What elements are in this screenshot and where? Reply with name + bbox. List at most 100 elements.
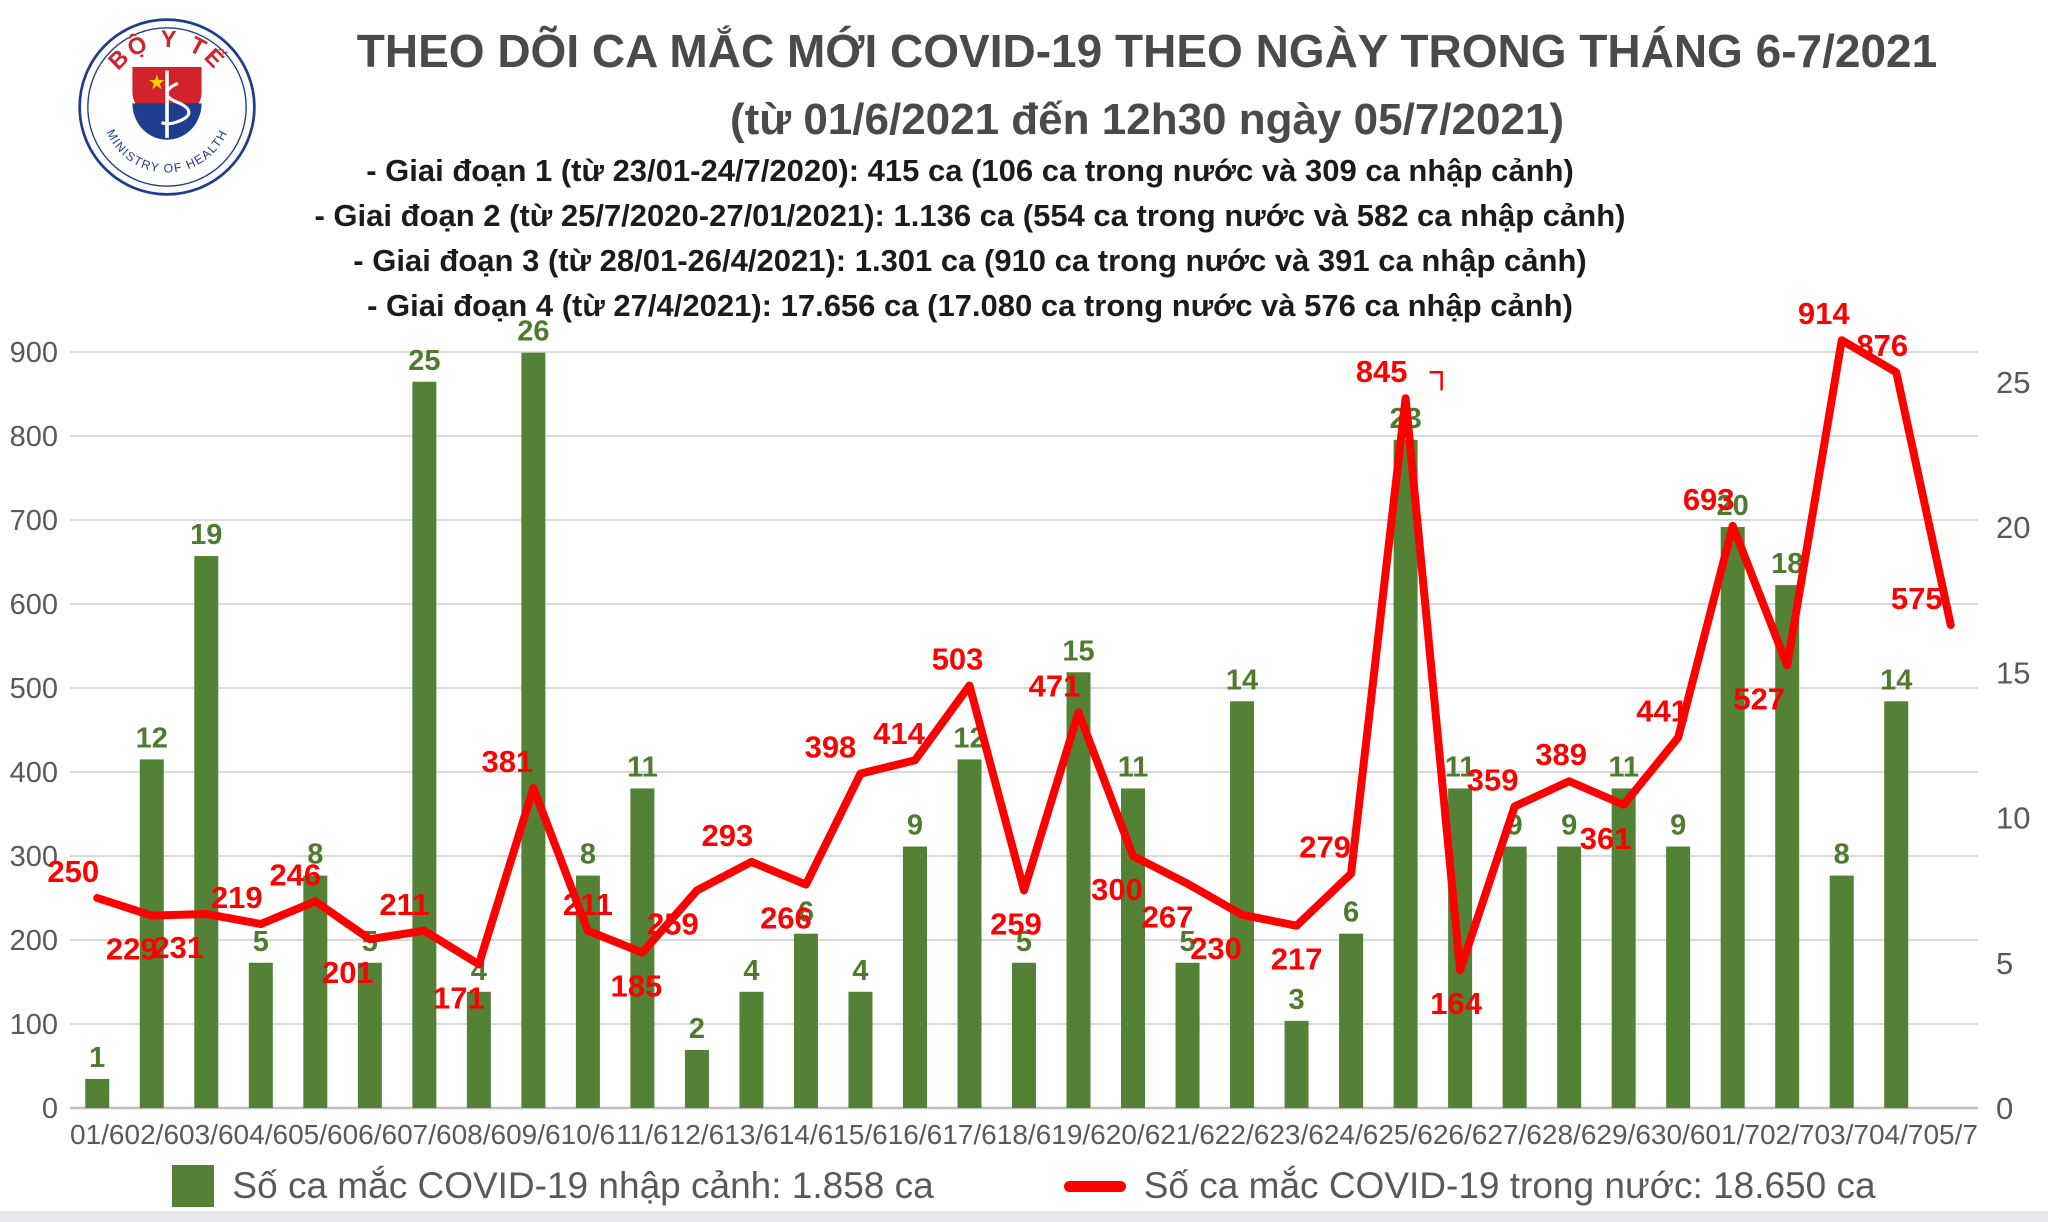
x-tick-label: 02/7 [1760,1119,1815,1150]
x-tick-label: 25/6 [1378,1119,1433,1150]
x-tick-label: 11/6 [616,1119,668,1150]
left-axis-tick-label: 600 [10,589,58,621]
line-value-label: 171 [433,980,485,1015]
bar [85,1078,110,1108]
x-tick-label: 05/7 [1923,1119,1978,1150]
legend-item-imported: Số ca mắc COVID-19 nhập cảnh: 1.858 ca [172,1165,934,1207]
bar-value-label: 5 [1016,926,1032,958]
line-value-label: 246 [269,857,321,892]
bar-value-label: 8 [580,839,596,871]
bar-value-label: 8 [1834,839,1850,871]
legend-label-domestic: Số ca mắc COVID-19 trong nước: 18.650 ca [1143,1165,1876,1206]
legend-label-imported: Số ca mắc COVID-19 nhập cảnh: 1.858 ca [232,1165,934,1206]
bar-value-label: 6 [1343,897,1359,929]
bar-value-label: 2 [689,1013,705,1045]
x-tick-label: 07/6 [397,1119,452,1150]
x-tick-label: 28/6 [1542,1119,1597,1150]
x-tick-label: 20/6 [1106,1119,1161,1150]
line-value-label: 219 [211,880,263,915]
page-subtitle: (từ 01/6/2021 đến 12h30 ngày 05/7/2021) [729,95,1565,144]
bar [139,759,164,1108]
left-axis-tick-label: 700 [10,505,58,537]
bar [1393,439,1418,1109]
line-value-label: 164 [1430,986,1482,1021]
bar [684,1049,709,1108]
x-tick-label: 08/6 [452,1119,507,1150]
bar [248,962,273,1108]
phase-summary: - Giai đoạn 1 (từ 23/01-24/7/2020): 415 … [300,148,1640,328]
bar-value-label: 4 [852,955,868,987]
bar [1230,701,1255,1108]
line-value-label: 398 [805,730,857,765]
bar-value-label: 1 [89,1042,105,1074]
line-value-label: 441 [1636,694,1688,729]
logo-inner-ring [87,27,247,187]
bar [1175,962,1200,1108]
right-axis-tick-label: 15 [1996,655,2030,690]
chart-header: THEO DÕI CA MẮC MỚI COVID-19 THEO NGÀY T… [262,12,2032,150]
line-value-label: 185 [611,969,663,1004]
line-value-label: 300 [1091,872,1143,907]
bar-value-label: 19 [190,519,222,551]
bar-value-label: 4 [743,955,759,987]
bar-value-label: 14 [1226,664,1258,696]
line-value-label: 293 [702,818,754,853]
x-axis-labels: 01/6 02/6 03/6 04/6 05/6 06/6 07/6 08/6 09/6 10/6… [70,1119,1978,1150]
bar-value-label: 6 [798,897,814,929]
bar [902,846,927,1108]
bar-value-label: 11 [627,751,658,783]
line-value-label: 201 [322,955,374,990]
bar [739,991,764,1108]
x-tick-label: 13/6 [724,1119,779,1150]
x-tick-label: 15/6 [833,1119,888,1150]
line-value-label: 471 [1029,668,1081,703]
bar [957,759,982,1108]
bar [521,352,546,1108]
x-tick-label: 29/6 [1596,1119,1651,1150]
right-axis-tick-label: 10 [1996,801,2030,836]
bar-value-label: 8 [307,839,323,871]
domestic-line-path [93,336,1955,975]
line-value-label: 250 [47,854,99,889]
bar [1666,846,1691,1108]
bar [1884,701,1909,1108]
line-value-label: 359 [1467,762,1519,797]
x-tick-label: 05/6 [288,1119,343,1150]
x-tick-label: 30/6 [1651,1119,1706,1150]
x-tick-label: 17/6 [942,1119,997,1150]
bar [466,991,491,1108]
imported-bar-swatch-icon [172,1165,215,1207]
bar [793,933,818,1108]
bar-value-label: 18 [1771,548,1803,580]
line-value-label: 527 [1733,681,1785,716]
line-value-label: 361 [1580,821,1632,856]
chart-legend: Số ca mắc COVID-19 nhập cảnh: 1.858 ca S… [0,1160,2048,1212]
domestic-line [93,336,1955,975]
x-tick-label: 03/7 [1814,1119,1869,1150]
bar [1339,933,1364,1108]
x-tick-label: 01/7 [1705,1119,1760,1150]
bar-value-label: 20 [1717,490,1749,522]
bar-value-label: 5 [1179,926,1195,958]
bar [303,875,328,1108]
line-value-label: 231 [152,930,204,965]
page-title: THEO DÕI CA MẮC MỚI COVID-19 THEO NGÀY T… [356,25,1938,77]
x-tick-label: 22/6 [1215,1119,1270,1150]
bar-value-label: 11 [1118,751,1149,783]
bar [1012,962,1036,1108]
logo-star-icon: ★ [148,72,166,94]
right-axis-tick-label: 20 [1996,510,2030,545]
bar [357,962,382,1108]
bar-value-label: 9 [907,810,923,842]
line-value-label: 230 [1190,931,1242,966]
bar-value-label: 14 [1880,664,1912,696]
bar-value-label: 9 [1670,810,1686,842]
x-tick-label: 09/6 [506,1119,561,1150]
left-axis-tick-label: 100 [10,1009,58,1041]
x-tick-label: 14/6 [779,1119,834,1150]
bar-value-label: 25 [408,345,440,377]
domestic-line-swatch-icon [1063,1180,1126,1192]
bar [1775,585,1800,1108]
